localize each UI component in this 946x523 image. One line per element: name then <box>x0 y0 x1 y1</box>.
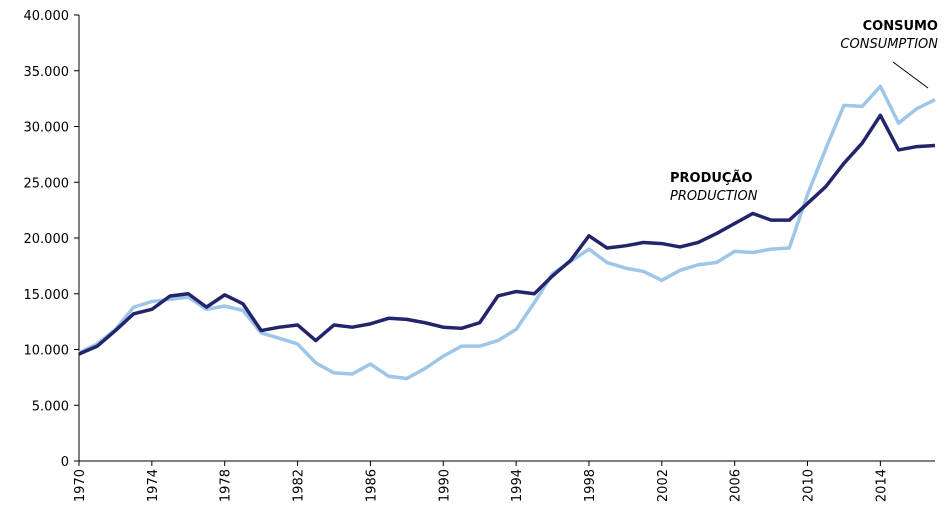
x-tick-label: 2006 <box>729 469 744 502</box>
y-tick-label: 0 <box>61 455 69 470</box>
series-label: PRODUÇÃO <box>670 170 753 186</box>
x-tick-label: 2002 <box>656 469 671 502</box>
series-label: CONSUMO <box>863 19 938 34</box>
leader-line <box>892 61 929 89</box>
series-sublabel: CONSUMPTION <box>840 37 938 52</box>
y-tick-label: 10.000 <box>24 344 70 359</box>
x-tick-label: 1998 <box>583 469 598 502</box>
x-tick-label: 2014 <box>874 469 889 502</box>
y-tick-label: 25.000 <box>24 176 70 191</box>
y-tick-label: 40.000 <box>24 9 70 24</box>
x-tick-label: 1978 <box>219 469 234 502</box>
x-tick-label: 1986 <box>364 469 379 502</box>
y-tick-label: 30.000 <box>24 121 70 136</box>
x-tick-label: 1970 <box>73 469 88 502</box>
series-sublabel: PRODUCTION <box>670 189 758 204</box>
series-line <box>78 84 936 381</box>
y-tick-label: 5.000 <box>32 399 69 414</box>
y-tick-label: 15.000 <box>24 288 70 303</box>
y-tick-label: 35.000 <box>24 65 70 80</box>
x-tick-label: 1982 <box>292 469 307 502</box>
x-tick-label: 1974 <box>146 469 161 502</box>
x-tick-label: 2010 <box>802 469 817 502</box>
series-line <box>78 113 936 356</box>
x-tick-label: 1990 <box>437 469 452 502</box>
x-tick-label: 1994 <box>510 469 525 502</box>
y-tick-label: 20.000 <box>24 232 70 247</box>
